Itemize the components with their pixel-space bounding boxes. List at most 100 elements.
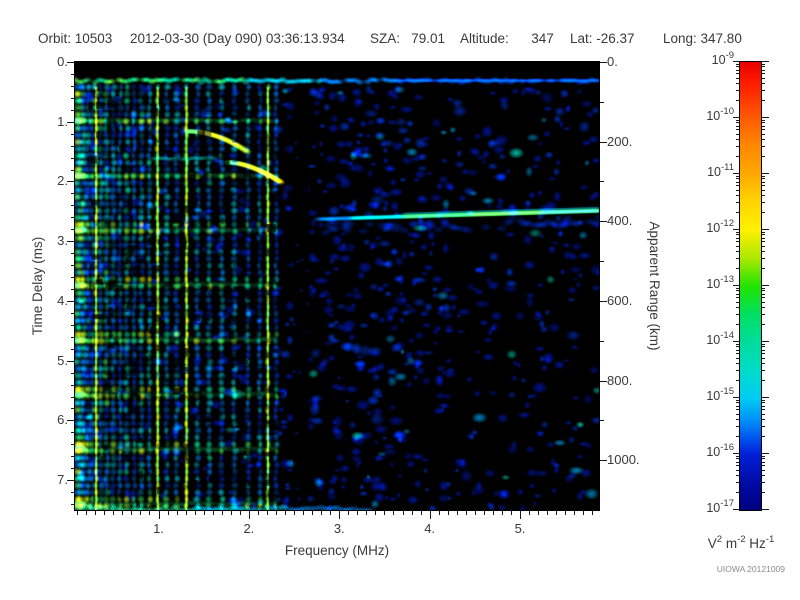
tick-mark bbox=[474, 511, 476, 515]
tick-mark bbox=[447, 511, 449, 515]
tick-mark bbox=[736, 100, 739, 102]
tick-mark bbox=[762, 245, 765, 247]
tick-mark bbox=[736, 156, 739, 158]
tick-mark bbox=[71, 217, 75, 219]
tick-mark bbox=[762, 455, 765, 457]
tick-mark bbox=[736, 492, 739, 494]
status-header: Orbit: 10503 2012-03-30 (Day 090) 03:36:… bbox=[0, 31, 800, 49]
tick-mark bbox=[736, 245, 739, 247]
tick-mark bbox=[266, 511, 268, 515]
tick-mark bbox=[71, 372, 75, 374]
tick-mark bbox=[762, 73, 765, 75]
tick-mark bbox=[736, 307, 739, 309]
tick-mark bbox=[762, 241, 765, 243]
tick-mark bbox=[736, 290, 739, 292]
ionogram-canvas bbox=[75, 62, 599, 510]
tick-mark bbox=[736, 90, 739, 92]
tick-mark bbox=[71, 288, 75, 290]
tick-mark bbox=[736, 234, 739, 236]
tick-mark bbox=[762, 234, 765, 236]
tick-mark bbox=[736, 73, 739, 75]
tick-mark bbox=[71, 277, 75, 279]
tick-mark bbox=[762, 290, 765, 292]
tick-mark bbox=[565, 511, 567, 515]
tick-mark bbox=[212, 511, 214, 515]
tick-mark bbox=[762, 475, 765, 477]
credit-text: UIOWA 20121009 bbox=[716, 564, 785, 574]
tick-mark bbox=[736, 63, 739, 65]
tick-mark bbox=[762, 181, 765, 183]
datetime-value: 2012-03-30 (Day 090) 03:36:13.934 bbox=[130, 31, 345, 46]
tick-mark bbox=[239, 511, 241, 515]
tick-mark bbox=[762, 100, 765, 102]
tick-mark bbox=[71, 97, 75, 99]
tick-label: 2. bbox=[57, 173, 68, 189]
colorbar-tick-label: 10-14 bbox=[706, 329, 734, 347]
tick-mark bbox=[77, 511, 79, 515]
tick-mark bbox=[303, 511, 305, 515]
tick-mark bbox=[71, 324, 75, 326]
tick-mark bbox=[67, 181, 75, 183]
tick-mark bbox=[375, 511, 377, 515]
tick-mark bbox=[736, 237, 739, 239]
tick-mark bbox=[67, 480, 75, 482]
tick-mark bbox=[736, 297, 739, 299]
tick-mark bbox=[762, 90, 765, 92]
tick-label: 0. bbox=[607, 54, 618, 69]
tick-mark bbox=[762, 297, 765, 299]
tick-mark bbox=[736, 324, 739, 326]
tick-mark bbox=[736, 189, 739, 191]
tick-mark bbox=[736, 399, 739, 401]
tick-mark bbox=[762, 436, 765, 438]
tick-mark bbox=[257, 511, 259, 515]
longitude-value: Long: 347.80 bbox=[663, 31, 742, 46]
colorbar-tick-label: 10-17 bbox=[706, 497, 734, 515]
tick-mark bbox=[285, 511, 287, 515]
tick-mark bbox=[762, 426, 765, 428]
tick-mark bbox=[736, 241, 739, 243]
colorbar-tick-label: 10-9 bbox=[711, 49, 734, 67]
tick-mark bbox=[733, 61, 739, 62]
colorbar-tick-label: 10-16 bbox=[706, 441, 734, 459]
tick-mark bbox=[556, 511, 558, 515]
tick-mark bbox=[736, 482, 739, 484]
tick-mark bbox=[71, 157, 75, 159]
tick-mark bbox=[71, 504, 75, 506]
tick-mark bbox=[357, 511, 359, 515]
tick-mark bbox=[762, 293, 765, 295]
tick-mark bbox=[203, 511, 205, 515]
tick-mark bbox=[71, 205, 75, 207]
colorbar-tick-label: 10-13 bbox=[706, 273, 734, 291]
tick-mark bbox=[762, 341, 769, 342]
tick-mark bbox=[736, 405, 739, 407]
latitude-value: Lat: -26.37 bbox=[570, 31, 635, 46]
tick-mark bbox=[762, 156, 765, 158]
tick-mark bbox=[339, 511, 341, 519]
tick-mark bbox=[736, 146, 739, 148]
tick-mark bbox=[762, 307, 765, 309]
tick-label: 1000. bbox=[607, 452, 640, 468]
tick-mark bbox=[762, 509, 769, 510]
tick-mark bbox=[483, 511, 485, 515]
tick-mark bbox=[71, 169, 75, 171]
tick-mark bbox=[736, 343, 739, 345]
tick-mark bbox=[762, 66, 765, 68]
tick-mark bbox=[762, 125, 765, 127]
tick-mark bbox=[510, 511, 512, 515]
tick-label: 6. bbox=[57, 412, 68, 428]
colorbar-tick-label: 10-15 bbox=[706, 385, 734, 403]
tick-mark bbox=[762, 119, 765, 121]
tick-mark bbox=[736, 458, 739, 460]
tick-label: 2. bbox=[243, 521, 255, 536]
tick-mark bbox=[736, 178, 739, 180]
tick-mark bbox=[736, 357, 739, 359]
tick-mark bbox=[736, 77, 739, 79]
tick-mark bbox=[762, 402, 765, 404]
tick-mark bbox=[733, 229, 739, 230]
tick-mark bbox=[762, 346, 765, 348]
tick-mark bbox=[762, 117, 769, 118]
x-axis-title: Frequency (MHz) bbox=[284, 543, 390, 558]
tick-mark bbox=[733, 117, 739, 118]
tick-mark bbox=[321, 511, 323, 515]
colorbar-tick-label: 10-10 bbox=[706, 105, 734, 123]
